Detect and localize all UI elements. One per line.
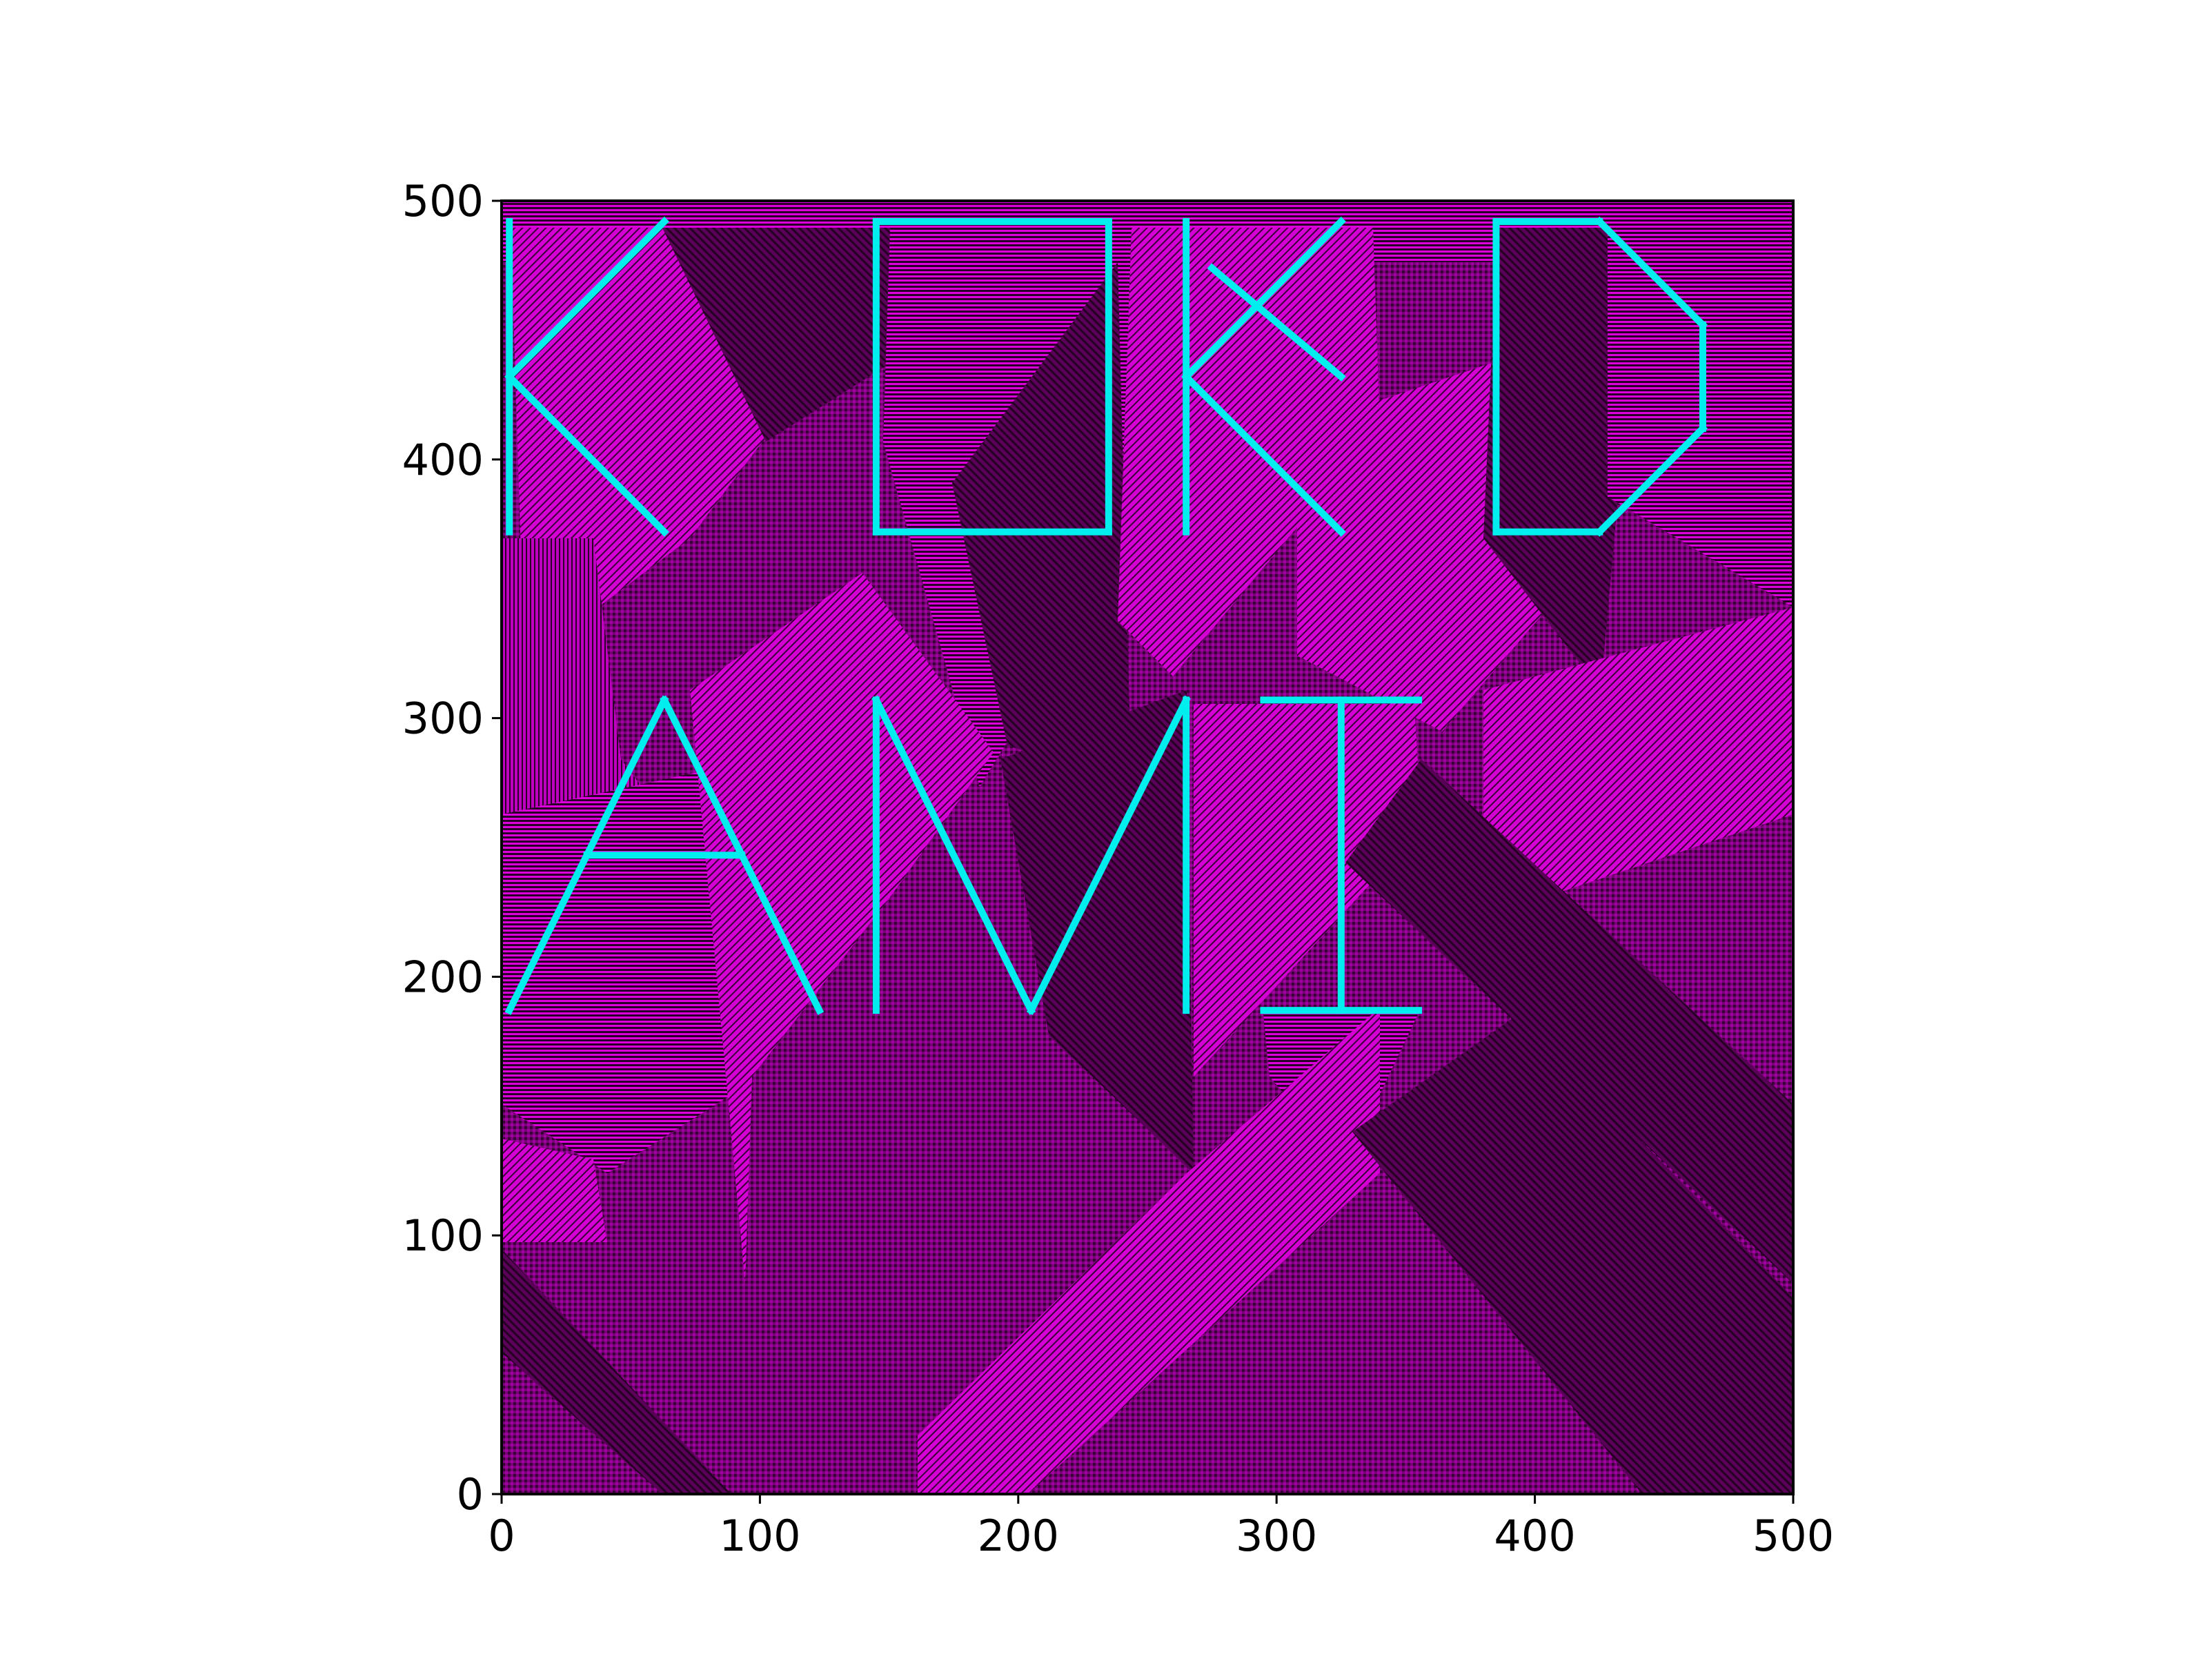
plot-area xyxy=(502,201,1793,1494)
y-tick-label: 100 xyxy=(402,1210,484,1261)
overlay-lines xyxy=(504,216,1708,1015)
texture-region xyxy=(662,228,952,442)
overlay-line xyxy=(504,371,669,537)
overlay-line xyxy=(1026,695,1191,1015)
y-tick-label: 0 xyxy=(457,1469,484,1520)
texture-region xyxy=(502,1139,607,1242)
overlay-line xyxy=(871,695,1036,1015)
x-axis-ticks: 0 100 200 300 400 500 xyxy=(488,1494,1834,1561)
texture-region xyxy=(1000,690,1194,1173)
texture-region xyxy=(1483,607,1793,918)
axes-frame xyxy=(500,199,1795,1495)
overlay-line xyxy=(504,216,669,382)
y-tick-label: 400 xyxy=(402,435,484,485)
overlay-line xyxy=(1181,371,1346,537)
overlay-line xyxy=(1181,216,1346,382)
texture-region xyxy=(1194,704,1421,1077)
texture-region xyxy=(1352,1014,1793,1494)
y-axis-ticks: 0 100 200 300 400 500 xyxy=(402,176,502,1520)
y-tick-label: 500 xyxy=(402,176,484,226)
overlay-line xyxy=(1594,216,1708,330)
texture-region xyxy=(918,1008,1380,1494)
texture-region xyxy=(502,538,662,856)
overlay-line xyxy=(1594,423,1708,537)
x-tick-label: 200 xyxy=(978,1511,1059,1561)
texture-region xyxy=(502,1249,731,1494)
texture-region xyxy=(952,262,1132,787)
overlay-line xyxy=(1207,263,1346,382)
x-tick-label: 300 xyxy=(1236,1511,1317,1561)
y-tick-label: 300 xyxy=(402,694,484,744)
x-tick-label: 400 xyxy=(1494,1511,1575,1561)
texture-region xyxy=(1345,759,1793,1284)
texture-region xyxy=(1483,228,1642,690)
x-tick-label: 500 xyxy=(1752,1511,1834,1561)
x-tick-label: 100 xyxy=(719,1511,800,1561)
texture-region xyxy=(502,759,759,1173)
texture-region xyxy=(690,573,994,1284)
heatmap-texture-regions xyxy=(502,201,1793,1494)
x-tick-label: 0 xyxy=(488,1511,515,1561)
y-tick-label: 200 xyxy=(402,952,484,1002)
